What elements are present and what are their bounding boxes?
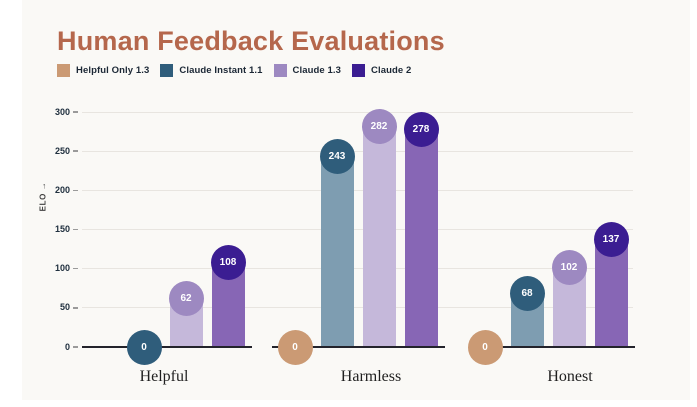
legend-item: Helpful Only 1.3 — [57, 64, 149, 77]
legend-swatch-icon — [160, 64, 174, 77]
value-bubble: 137 — [593, 222, 629, 258]
value-bubble: 102 — [551, 249, 587, 285]
y-gridline — [82, 189, 633, 191]
legend-label: Claude 1.3 — [292, 65, 342, 76]
value-bubble: 278 — [403, 111, 439, 147]
value-bubble: 62 — [168, 280, 204, 316]
chart-title: Human Feedback Evaluations — [57, 26, 445, 56]
x-axis-line — [272, 346, 445, 348]
value-bubble: 0 — [277, 329, 313, 365]
y-tick-mark — [73, 228, 78, 231]
y-tick-label: 250 — [54, 145, 70, 156]
bar-claude-1-3 — [362, 126, 396, 347]
category-label: Honest — [547, 368, 593, 385]
value-bubble: 0 — [126, 329, 162, 365]
x-axis-line — [469, 346, 635, 348]
x-axis-line — [82, 346, 252, 348]
y-tick-label: 300 — [54, 106, 70, 117]
legend: Helpful Only 1.3 Claude Instant 1.1 Claude… — [57, 64, 422, 77]
legend-swatch-icon — [273, 64, 287, 77]
y-gridline — [82, 307, 633, 309]
category-label: Helpful — [139, 368, 189, 385]
y-tick-label: 200 — [54, 184, 70, 195]
value-bubble: 68 — [509, 276, 545, 312]
legend-swatch-icon — [352, 64, 366, 77]
value-bubble: 0 — [467, 329, 503, 365]
legend-item: Claude 1.3 — [273, 64, 342, 77]
y-gridline — [82, 268, 633, 270]
y-tick-label: 150 — [54, 224, 70, 234]
legend-label: Helpful Only 1.3 — [76, 65, 150, 76]
y-tick-mark — [73, 150, 78, 152]
legend-label: Claude 2 — [371, 65, 412, 76]
y-gridline — [82, 150, 633, 152]
y-tick-mark — [73, 307, 78, 309]
y-tick-mark — [73, 189, 78, 192]
legend-label: Claude Instant 1.1 — [179, 65, 263, 76]
bar-claude-instant-1-1 — [320, 156, 354, 347]
value-bubble: 282 — [361, 108, 397, 144]
legend-item: Claude Instant 1.1 — [160, 64, 262, 77]
value-bubble: 108 — [210, 244, 246, 280]
bar-claude-2 — [404, 129, 438, 347]
chart-card-background — [22, 0, 690, 400]
y-tick-label: 100 — [54, 263, 70, 274]
category-label: Harmless — [340, 368, 402, 385]
value-bubble: 243 — [319, 139, 355, 175]
y-tick-mark — [73, 267, 78, 270]
legend-swatch-icon — [57, 64, 70, 77]
y-tick-label: 50 — [59, 302, 70, 313]
y-axis-label: ELO → — [38, 181, 48, 212]
y-gridline — [82, 229, 633, 230]
legend-item: Claude 2 — [352, 64, 411, 77]
y-tick-label: 0 — [64, 341, 70, 352]
bar-claude-2 — [594, 239, 628, 347]
y-gridline — [82, 111, 633, 113]
y-tick-mark — [73, 346, 78, 348]
y-tick-mark — [73, 111, 78, 113]
